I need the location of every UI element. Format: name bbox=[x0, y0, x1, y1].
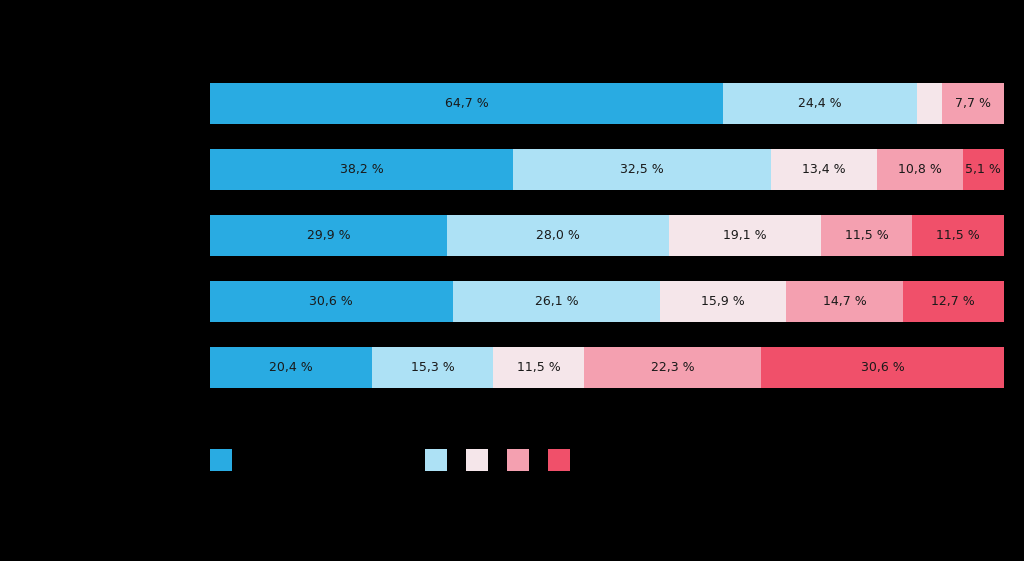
Bar bbox=[723, 83, 918, 124]
Bar bbox=[963, 149, 1004, 190]
Text: 28,0 %: 28,0 % bbox=[537, 229, 581, 242]
Bar bbox=[453, 281, 659, 322]
Text: 7,7 %: 7,7 % bbox=[955, 97, 991, 110]
Text: 15,9 %: 15,9 % bbox=[701, 295, 744, 308]
Text: 24,4 %: 24,4 % bbox=[799, 97, 842, 110]
Text: 30,6 %: 30,6 % bbox=[309, 295, 353, 308]
Text: 26,1 %: 26,1 % bbox=[535, 295, 579, 308]
Bar bbox=[210, 149, 513, 190]
Bar bbox=[210, 215, 447, 256]
Bar bbox=[786, 281, 903, 322]
Bar bbox=[912, 215, 1004, 256]
Text: 5,1 %: 5,1 % bbox=[966, 163, 1001, 176]
Text: 19,1 %: 19,1 % bbox=[723, 229, 767, 242]
Bar bbox=[918, 83, 942, 124]
Text: 13,4 %: 13,4 % bbox=[803, 163, 846, 176]
Bar bbox=[771, 149, 878, 190]
Bar bbox=[821, 215, 912, 256]
Bar bbox=[670, 215, 821, 256]
Text: 10,8 %: 10,8 % bbox=[898, 163, 942, 176]
Text: 29,9 %: 29,9 % bbox=[307, 229, 350, 242]
Bar bbox=[494, 347, 585, 388]
Bar bbox=[659, 281, 786, 322]
Text: 30,6 %: 30,6 % bbox=[861, 361, 905, 374]
Text: 12,7 %: 12,7 % bbox=[931, 295, 975, 308]
Text: 20,4 %: 20,4 % bbox=[269, 361, 312, 374]
Text: 11,5 %: 11,5 % bbox=[517, 361, 561, 374]
Bar bbox=[903, 281, 1004, 322]
Bar bbox=[372, 347, 494, 388]
Text: 11,5 %: 11,5 % bbox=[845, 229, 889, 242]
Bar bbox=[878, 149, 963, 190]
Text: 32,5 %: 32,5 % bbox=[621, 163, 664, 176]
Bar bbox=[942, 83, 1004, 124]
Text: 38,2 %: 38,2 % bbox=[340, 163, 383, 176]
Bar bbox=[513, 149, 771, 190]
Bar bbox=[447, 215, 670, 256]
Bar bbox=[762, 347, 1005, 388]
Bar bbox=[585, 347, 762, 388]
Bar bbox=[210, 83, 723, 124]
Text: 11,5 %: 11,5 % bbox=[936, 229, 980, 242]
Bar bbox=[210, 347, 372, 388]
Text: 15,3 %: 15,3 % bbox=[411, 361, 455, 374]
Text: 14,7 %: 14,7 % bbox=[822, 295, 866, 308]
Text: 64,7 %: 64,7 % bbox=[444, 97, 488, 110]
Bar bbox=[210, 281, 453, 322]
Text: 22,3 %: 22,3 % bbox=[651, 361, 695, 374]
